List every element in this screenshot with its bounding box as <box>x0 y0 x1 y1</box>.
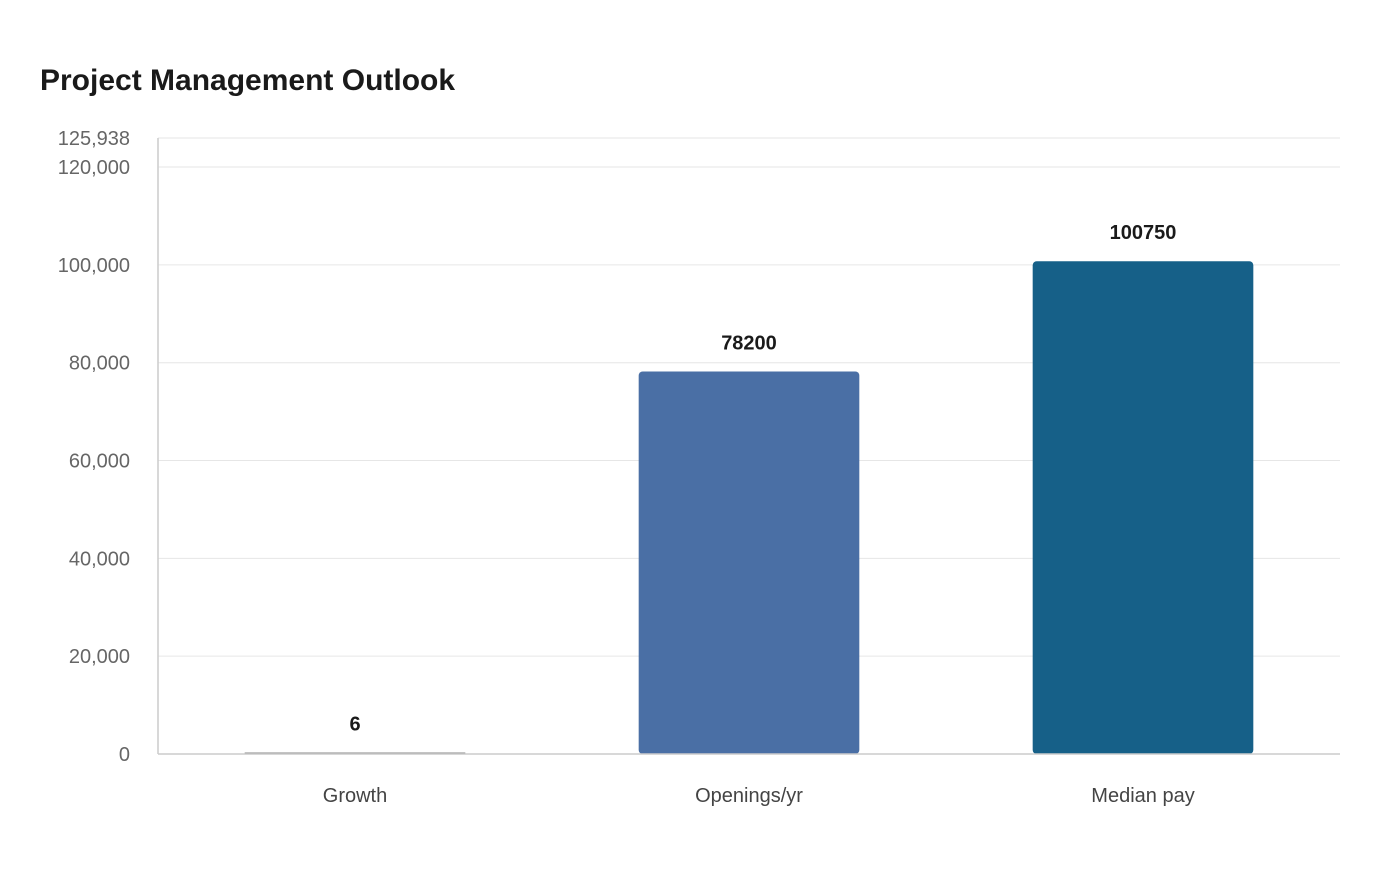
bars <box>244 261 1254 754</box>
y-tick-label: 0 <box>119 744 130 766</box>
x-tick-label: Growth <box>323 785 387 807</box>
data-label: 100750 <box>1110 222 1177 244</box>
y-tick-label: 80,000 <box>69 353 130 375</box>
y-tick-label: 120,000 <box>58 157 130 179</box>
bar-median-pay <box>1032 261 1254 754</box>
bar-openings-yr <box>638 371 860 754</box>
data-label: 6 <box>349 714 360 736</box>
x-axis: Growth Openings/yr Median pay <box>158 753 1340 807</box>
x-tick-label: Openings/yr <box>695 785 803 807</box>
chart-title: Project Management Outlook <box>40 64 455 97</box>
y-tick-label: 60,000 <box>69 451 130 473</box>
data-labels: 6 78200 100750 <box>349 222 1176 735</box>
x-tick-label: Median pay <box>1091 785 1194 807</box>
y-tick-label: 20,000 <box>69 646 130 668</box>
y-tick-label: 100,000 <box>58 255 130 277</box>
y-axis: 0 20,000 40,000 60,000 80,000 100,000 120,000 1… <box>58 128 159 766</box>
data-label: 78200 <box>721 333 777 355</box>
y-tick-label: 125,938 <box>58 128 130 150</box>
y-tick-label: 40,000 <box>69 548 130 570</box>
